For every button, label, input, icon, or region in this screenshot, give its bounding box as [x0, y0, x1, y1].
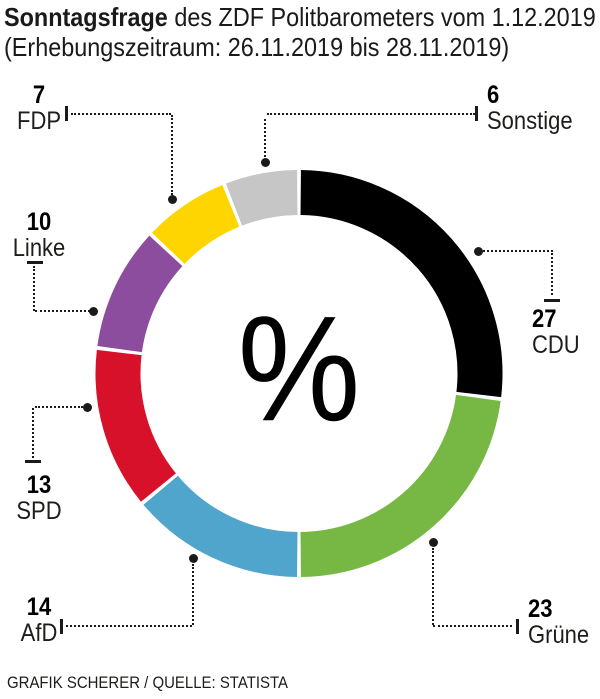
label-fdp: 7 FDP: [13, 82, 66, 134]
fdp-leader-tick: [65, 106, 68, 121]
label-sonstige-name: Sonstige: [487, 107, 573, 135]
sonstige-leader-vline: [264, 119, 266, 157]
fdp-leader-dot: [168, 195, 177, 204]
spd-leader-hline: [35, 406, 83, 408]
label-gruene-name: Grüne: [528, 621, 590, 649]
donut-segment-spd: [95, 349, 177, 502]
label-linke: 10 Linke: [13, 209, 66, 261]
linke-leader-hline: [35, 310, 90, 312]
label-gruene-value: 23: [528, 595, 553, 623]
label-afd: 14 AfD: [13, 594, 66, 646]
cdu-leader-hline: [483, 250, 553, 252]
afd-leader-dot: [189, 554, 198, 563]
label-cdu: 27 CDU: [532, 306, 580, 358]
label-linke-value: 10: [26, 208, 52, 236]
cdu-leader-tick: [544, 299, 560, 302]
spd-leader-vline: [32, 408, 34, 458]
cdu-leader-vline: [551, 253, 553, 295]
donut-segment-grüne: [300, 394, 501, 577]
fdp-leader-hline: [71, 113, 171, 115]
donut-segment-cdu: [300, 170, 503, 398]
center-percent-symbol: %: [237, 284, 361, 453]
label-linke-name: Linke: [12, 234, 66, 262]
label-afd-name: AfD: [20, 619, 58, 647]
linke-leader-tick: [27, 261, 43, 264]
gruene-leader-vline: [432, 548, 434, 625]
linke-leader-vline: [33, 266, 35, 311]
title-rest: des ZDF Politbarometers vom 1.12.2019: [167, 2, 596, 32]
label-cdu-value: 27: [532, 305, 557, 333]
afd-leader-tick: [60, 619, 63, 634]
label-spd-value: 13: [26, 471, 52, 499]
afd-leader-hline: [66, 625, 192, 627]
label-afd-value: 14: [26, 593, 52, 621]
spd-leader-tick: [25, 460, 41, 463]
fdp-leader-vline: [171, 115, 173, 195]
donut-segment-linke: [97, 235, 183, 353]
donut-segment-sonstige: [225, 170, 299, 226]
title-subtitle: (Erhebungszeitraum: 26.11.2019 bis 28.11…: [4, 32, 510, 62]
label-sonstige-value: 6: [487, 81, 500, 109]
gruene-leader-hline: [433, 625, 512, 627]
label-cdu-name: CDU: [532, 331, 580, 359]
sonstige-leader-dot: [261, 158, 270, 167]
sonstige-leader-tick: [475, 106, 478, 121]
sonstige-leader-hline: [267, 113, 475, 115]
label-spd-name: SPD: [16, 497, 62, 525]
label-fdp-value: 7: [32, 81, 46, 109]
donut-segment-afd: [143, 475, 299, 577]
spd-leader-dot: [83, 403, 92, 412]
title-block: Sonntagsfrage des ZDF Politbarometers vo…: [4, 2, 596, 62]
credit-line: GRAFIK SCHERER / QUELLE: STATISTA: [7, 673, 288, 692]
label-spd: 13 SPD: [13, 472, 66, 524]
gruene-leader-tick: [516, 619, 519, 634]
donut-segment-fdp: [152, 185, 240, 265]
cdu-leader-dot: [474, 247, 483, 256]
label-sonstige: 6 Sonstige: [487, 82, 573, 134]
label-fdp-name: FDP: [17, 107, 61, 135]
title-bold: Sonntagsfrage: [4, 2, 168, 32]
gruene-leader-dot: [429, 538, 438, 547]
linke-leader-dot: [89, 307, 98, 316]
afd-leader-vline: [192, 564, 194, 625]
title-line-1: Sonntagsfrage des ZDF Politbarometers vo…: [4, 2, 596, 32]
label-gruene: 23 Grüne: [528, 596, 589, 648]
